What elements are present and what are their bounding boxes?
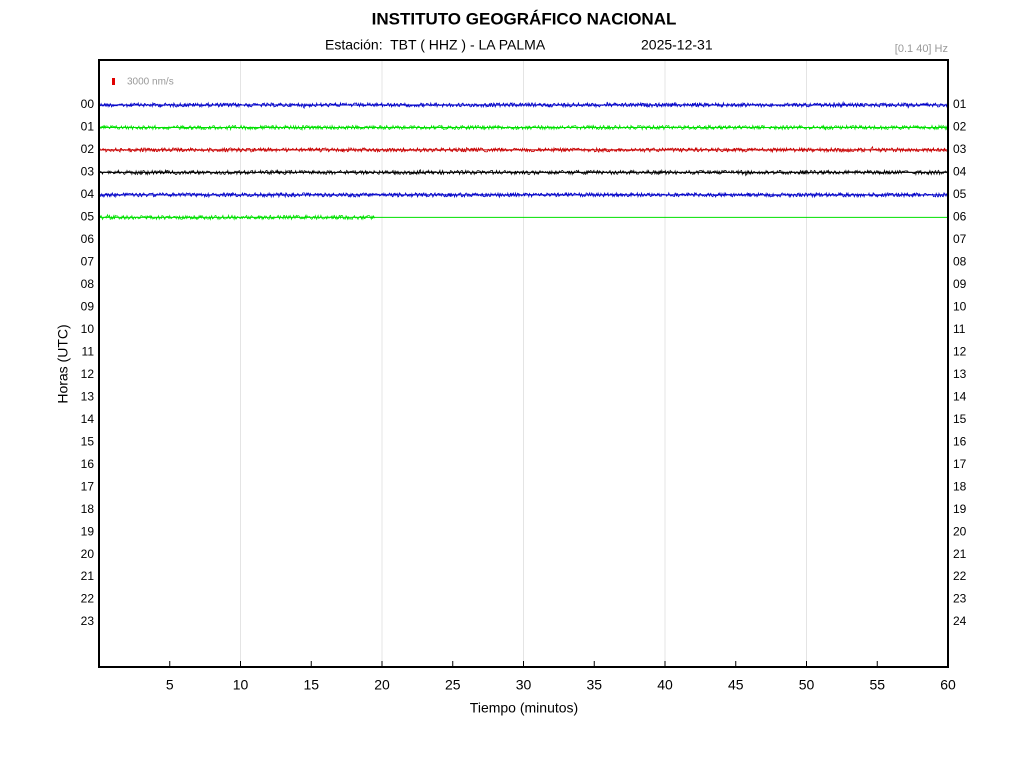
y2-tick-label: 04 <box>953 165 967 179</box>
y2-tick-label: 13 <box>953 367 967 381</box>
x-axis-label: Tiempo (minutos) <box>470 700 578 716</box>
y-tick-label: 23 <box>81 614 95 628</box>
y2-tick-label: 02 <box>953 120 967 134</box>
y-tick-label: 21 <box>81 569 95 583</box>
y2-tick-label: 12 <box>953 344 967 358</box>
x-tick-label: 15 <box>303 677 319 693</box>
y-tick-label: 04 <box>81 187 95 201</box>
y-tick-label: 09 <box>81 299 95 313</box>
y-tick-label: 13 <box>81 389 95 403</box>
filter: [0.1 40] Hz <box>895 43 948 55</box>
x-tick-label: 50 <box>799 677 815 693</box>
y-tick-label: 03 <box>81 165 95 179</box>
plot-frame <box>98 59 949 668</box>
y2-tick-label: 16 <box>953 434 967 448</box>
y-tick-label: 19 <box>81 524 95 538</box>
y2-tick-label: 01 <box>953 97 967 111</box>
y2-tick-label: 08 <box>953 255 967 269</box>
date: 2025-12-31 <box>641 37 713 53</box>
y-tick-label: 20 <box>81 547 95 561</box>
x-tick-label: 40 <box>657 677 673 693</box>
y2-tick-label: 23 <box>953 592 967 606</box>
x-tick-label: 30 <box>516 677 532 693</box>
y2-tick-label: 14 <box>953 389 967 403</box>
y2-tick-label: 07 <box>953 232 967 246</box>
y-tick-label: 22 <box>81 592 95 606</box>
y-tick-label: 16 <box>81 457 95 471</box>
scale-label: 3000 nm/s <box>127 77 174 88</box>
chart-title: INSTITUTO GEOGRÁFICO NACIONAL <box>372 9 677 28</box>
x-tick-label: 25 <box>445 677 461 693</box>
y-tick-label: 10 <box>81 322 95 336</box>
y-axis-label: Horas (UTC) <box>55 324 71 403</box>
y2-tick-label: 22 <box>953 569 967 583</box>
y2-tick-label: 03 <box>953 142 967 156</box>
y2-tick-label: 15 <box>953 412 967 426</box>
y2-tick-label: 19 <box>953 502 967 516</box>
y2-tick-label: 05 <box>953 187 967 201</box>
x-tick-label: 5 <box>166 677 174 693</box>
x-tick-label: 20 <box>374 677 390 693</box>
y2-tick-label: 20 <box>953 524 967 538</box>
y2-tick-label: 21 <box>953 547 967 561</box>
x-tick-label: 55 <box>869 677 885 693</box>
station: Estación: TBT ( HHZ ) - LA PALMA <box>325 37 546 53</box>
x-tick-label: 45 <box>728 677 744 693</box>
y2-tick-label: 11 <box>953 322 966 336</box>
y-tick-label: 01 <box>81 120 95 134</box>
y2-tick-label: 24 <box>953 614 967 628</box>
y-tick-label: 06 <box>81 232 95 246</box>
y-tick-label: 12 <box>81 367 95 381</box>
y2-tick-label: 18 <box>953 479 967 493</box>
y-tick-label: 11 <box>82 344 95 358</box>
y2-tick-label: 09 <box>953 277 967 291</box>
y-tick-label: 18 <box>81 502 95 516</box>
trace-noise <box>99 168 948 177</box>
y2-tick-label: 10 <box>953 299 967 313</box>
y-tick-label: 02 <box>81 142 95 156</box>
y-tick-label: 15 <box>81 434 95 448</box>
x-tick-label: 10 <box>233 677 249 693</box>
scale-bar <box>112 78 115 85</box>
y2-tick-label: 06 <box>953 210 967 224</box>
y-tick-label: 07 <box>81 255 95 269</box>
x-tick-label: 35 <box>586 677 602 693</box>
y-tick-label: 00 <box>81 97 95 111</box>
y-tick-label: 05 <box>81 210 95 224</box>
y-tick-label: 08 <box>81 277 95 291</box>
y-tick-label: 17 <box>81 479 95 493</box>
y2-tick-label: 17 <box>953 457 967 471</box>
x-tick-label: 60 <box>940 677 956 693</box>
y-tick-label: 14 <box>81 412 95 426</box>
